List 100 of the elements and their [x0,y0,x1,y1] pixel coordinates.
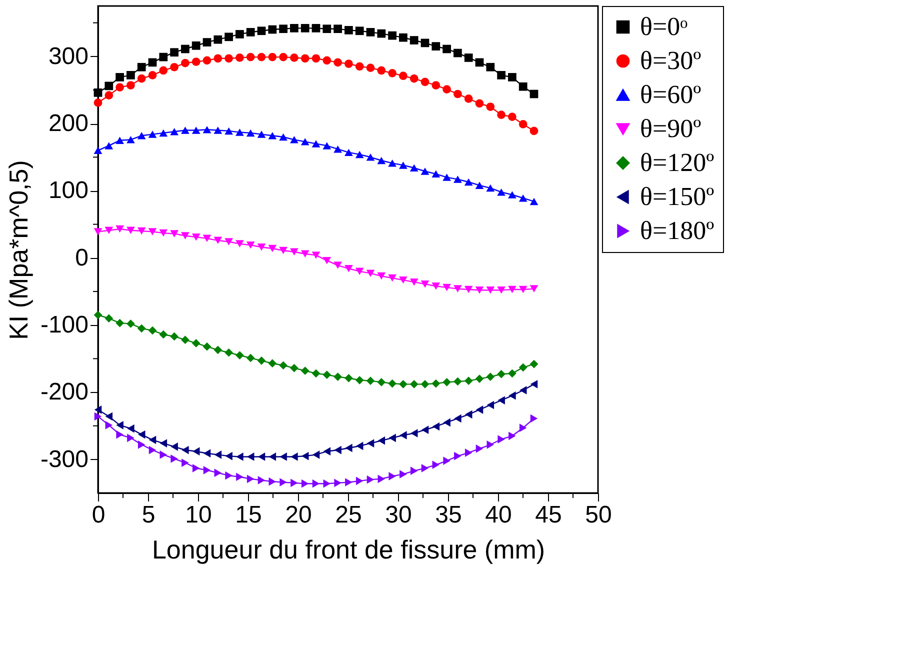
point [486,102,495,111]
point [432,422,440,431]
point [486,286,495,294]
point [334,478,342,488]
point [399,276,408,284]
point [236,30,244,38]
point [334,24,342,34]
point [519,386,527,394]
point [442,174,451,181]
point [224,32,233,42]
point [355,62,364,71]
point [301,479,309,488]
point [160,439,168,448]
point [258,452,266,461]
point [301,452,309,460]
point [312,479,320,488]
point [268,477,276,486]
point [137,132,146,140]
legend-label: θ=90º [640,114,702,143]
point [475,58,484,67]
point [148,71,157,80]
point [518,194,528,202]
point [518,120,528,128]
point [137,62,146,72]
point [94,98,102,107]
point [366,64,375,72]
point [159,66,168,75]
point [322,24,332,34]
point [290,54,298,62]
point [322,256,332,264]
point [126,320,135,328]
point [454,90,462,98]
point [170,230,178,238]
point [148,436,156,444]
point [464,286,473,294]
point [388,472,396,480]
point [432,81,440,90]
point [104,142,114,150]
legend-label: θ=150º [640,182,714,211]
point [159,229,168,237]
point [116,136,124,144]
x-tick-label: 40 [485,502,512,528]
point [279,246,288,254]
point [105,420,113,430]
point [192,126,200,134]
point [508,112,516,122]
x-tick-label: 5 [142,502,156,528]
point [464,448,472,457]
point [104,82,114,90]
point [508,432,516,440]
point [508,369,516,378]
point [323,479,331,488]
point [486,62,495,72]
point [530,380,538,388]
point [181,44,190,54]
point [498,396,505,404]
point [432,282,440,290]
point [454,176,462,183]
point [126,136,135,144]
point [246,452,254,461]
point [400,431,407,440]
point [355,26,364,36]
point [300,366,310,375]
point [355,150,364,158]
point [214,346,222,354]
point [170,332,178,341]
point [127,424,134,433]
point [246,28,255,36]
point [400,470,407,478]
point [497,286,506,294]
point [410,74,418,83]
point [94,146,102,154]
point [236,128,244,136]
point [366,270,375,277]
point [366,475,374,484]
point [202,56,212,65]
point [170,454,178,463]
point [137,324,146,333]
point [454,377,462,386]
x-tick-label: 15 [235,502,262,528]
point [94,310,102,320]
point [160,450,168,459]
point [214,35,222,44]
point [116,225,124,233]
point [257,130,266,138]
point [224,54,233,63]
point [104,226,114,234]
point [334,145,342,153]
point [280,478,287,486]
point [377,29,386,38]
point [94,406,102,414]
point [105,412,113,421]
x-tick-label: 20 [285,502,312,528]
point [399,33,408,42]
point [377,378,386,386]
point [159,129,168,137]
point [410,164,418,172]
point [268,132,277,140]
point [366,439,374,448]
legend-label: θ=60º [640,80,702,109]
